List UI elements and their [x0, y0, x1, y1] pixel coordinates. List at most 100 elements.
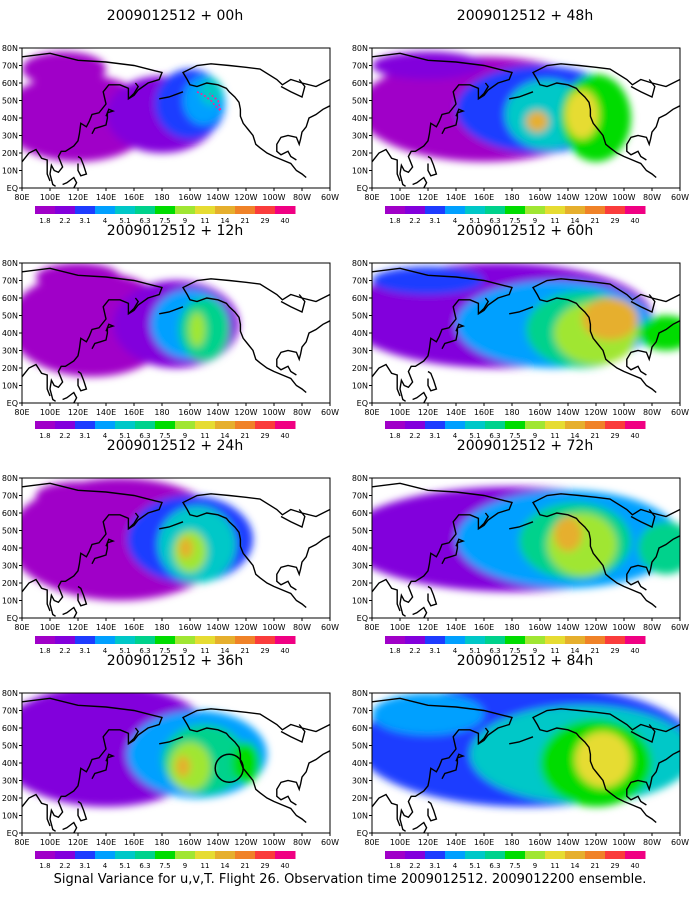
colorbar-swatch [565, 206, 586, 214]
y-tick-label: 20N [2, 149, 18, 158]
y-tick-label: EQ [7, 399, 18, 408]
y-tick-label: 20N [2, 794, 18, 803]
panel-title: 2009012512 + 84h [456, 653, 594, 669]
colorbar-swatch [605, 206, 626, 214]
y-tick-label: 60N [2, 294, 18, 303]
coastline [412, 606, 428, 618]
colorbar-swatch [195, 206, 216, 214]
coastline [477, 82, 490, 100]
coastline [372, 697, 513, 832]
panel-title: 2009012512 + 24h [106, 438, 244, 454]
y-tick-label: 60N [2, 724, 18, 733]
colorbar-swatch [75, 851, 96, 859]
colorbar-swatch [55, 851, 76, 859]
colorbar-label: 11 [551, 217, 560, 225]
colorbar-label: 11 [201, 862, 210, 870]
colorbar-swatch [255, 851, 276, 859]
colorbar-swatch [35, 421, 56, 429]
coastline [441, 538, 466, 565]
variance-contour [575, 731, 631, 788]
colorbar-swatch [385, 206, 406, 214]
colorbar-swatch [525, 206, 546, 214]
x-tick-label: 60W [671, 408, 689, 417]
colorbar-swatch [175, 421, 196, 429]
colorbar-swatch [55, 636, 76, 644]
y-tick-label: EQ [357, 184, 368, 193]
y-tick-label: 60N [352, 79, 368, 88]
colorbar-label: 9 [533, 647, 537, 655]
colorbar-swatch [425, 851, 446, 859]
colorbar-swatch [175, 851, 196, 859]
colorbar-label: 14 [571, 862, 580, 870]
variance-contour [638, 315, 680, 351]
coastline [372, 482, 513, 617]
map-panel: 2009012512 + 48h EQ 10N 20N 30N 40N 50N 60N 70N 8… [350, 8, 700, 230]
colorbar-swatch [115, 636, 136, 644]
colorbar-label: 40 [281, 217, 290, 225]
x-tick-label: 60W [321, 408, 339, 417]
x-tick-label: 100W [262, 193, 285, 202]
colorbar-swatch [275, 421, 296, 429]
colorbar-swatch [135, 206, 156, 214]
colorbar-swatch [95, 421, 116, 429]
colorbar-swatch [55, 206, 76, 214]
y-tick-label: 40N [2, 329, 18, 338]
x-tick-label: 140E [96, 193, 116, 202]
y-tick-label: 70N [2, 707, 18, 716]
colorbar-label: 6.3 [139, 647, 150, 655]
coastline [626, 750, 680, 806]
colorbar-label: 5.1 [469, 647, 480, 655]
y-tick-label: 80N [352, 44, 368, 53]
coastline [412, 821, 428, 833]
y-tick-label: 60N [352, 509, 368, 518]
colorbar-swatch [75, 421, 96, 429]
y-tick-label: 10N [2, 597, 18, 606]
colorbar-label: 2.2 [409, 862, 420, 870]
colorbar-label: 2.2 [59, 432, 70, 440]
map-plot: EQ 10N 20N 30N 40N 50N 60N 70N 80N 80E 100E 120E 140… [2, 474, 339, 655]
y-tick-label: 70N [352, 277, 368, 286]
y-tick-label: 60N [352, 294, 368, 303]
map-plot: EQ 10N 20N 30N 40N 50N 60N 70N 80N 80E 100E 120E 140… [2, 44, 339, 225]
x-tick-label: 60W [671, 623, 689, 632]
colorbar-label: 5.1 [119, 217, 130, 225]
colorbar-label: 14 [221, 217, 230, 225]
colorbar-swatch [405, 851, 426, 859]
colorbar-label: 3.1 [79, 432, 90, 440]
x-tick-label: 120W [584, 838, 607, 847]
y-tick-label: 30N [2, 132, 18, 141]
x-tick-label: 140W [206, 838, 229, 847]
x-tick-label: 140W [556, 408, 579, 417]
map-plot: EQ 10N 20N 30N 40N 50N 60N 70N 80N 80E 100E 120E 140… [352, 689, 689, 870]
y-tick-label: 80N [2, 259, 18, 268]
x-tick-label: 160W [528, 623, 551, 632]
x-tick-label: 140W [206, 408, 229, 417]
x-tick-label: 60W [321, 623, 339, 632]
y-tick-label: 40N [352, 544, 368, 553]
coastline [427, 370, 438, 392]
coastline [372, 148, 401, 182]
colorbar-label: 21 [591, 432, 600, 440]
colorbar-label: 14 [221, 862, 230, 870]
colorbar-label: 9 [183, 862, 187, 870]
coastline [626, 105, 680, 161]
coastline [441, 753, 466, 780]
coastline [22, 697, 163, 832]
colorbar-label: 9 [533, 217, 537, 225]
colorbar-label: 6.3 [139, 217, 150, 225]
colorbar-swatch [525, 636, 546, 644]
colorbar-swatch [525, 421, 546, 429]
map-panel: 2009012512 + 60h EQ 10N 20N 30N 40N 50N 60N 70N 8… [350, 223, 700, 445]
colorbar-label: 4 [453, 647, 458, 655]
y-tick-label: 50N [2, 97, 18, 106]
colorbar-label: 4 [103, 862, 108, 870]
colorbar-label: 5.1 [119, 432, 130, 440]
x-tick-label: 160W [528, 408, 551, 417]
colorbar-swatch [525, 851, 546, 859]
colorbar-label: 2.2 [59, 647, 70, 655]
colorbar-swatch [485, 851, 506, 859]
x-tick-label: 100E [40, 838, 60, 847]
coastline [372, 267, 513, 402]
y-tick-label: 40N [2, 544, 18, 553]
colorbar-label: 5.1 [469, 432, 480, 440]
